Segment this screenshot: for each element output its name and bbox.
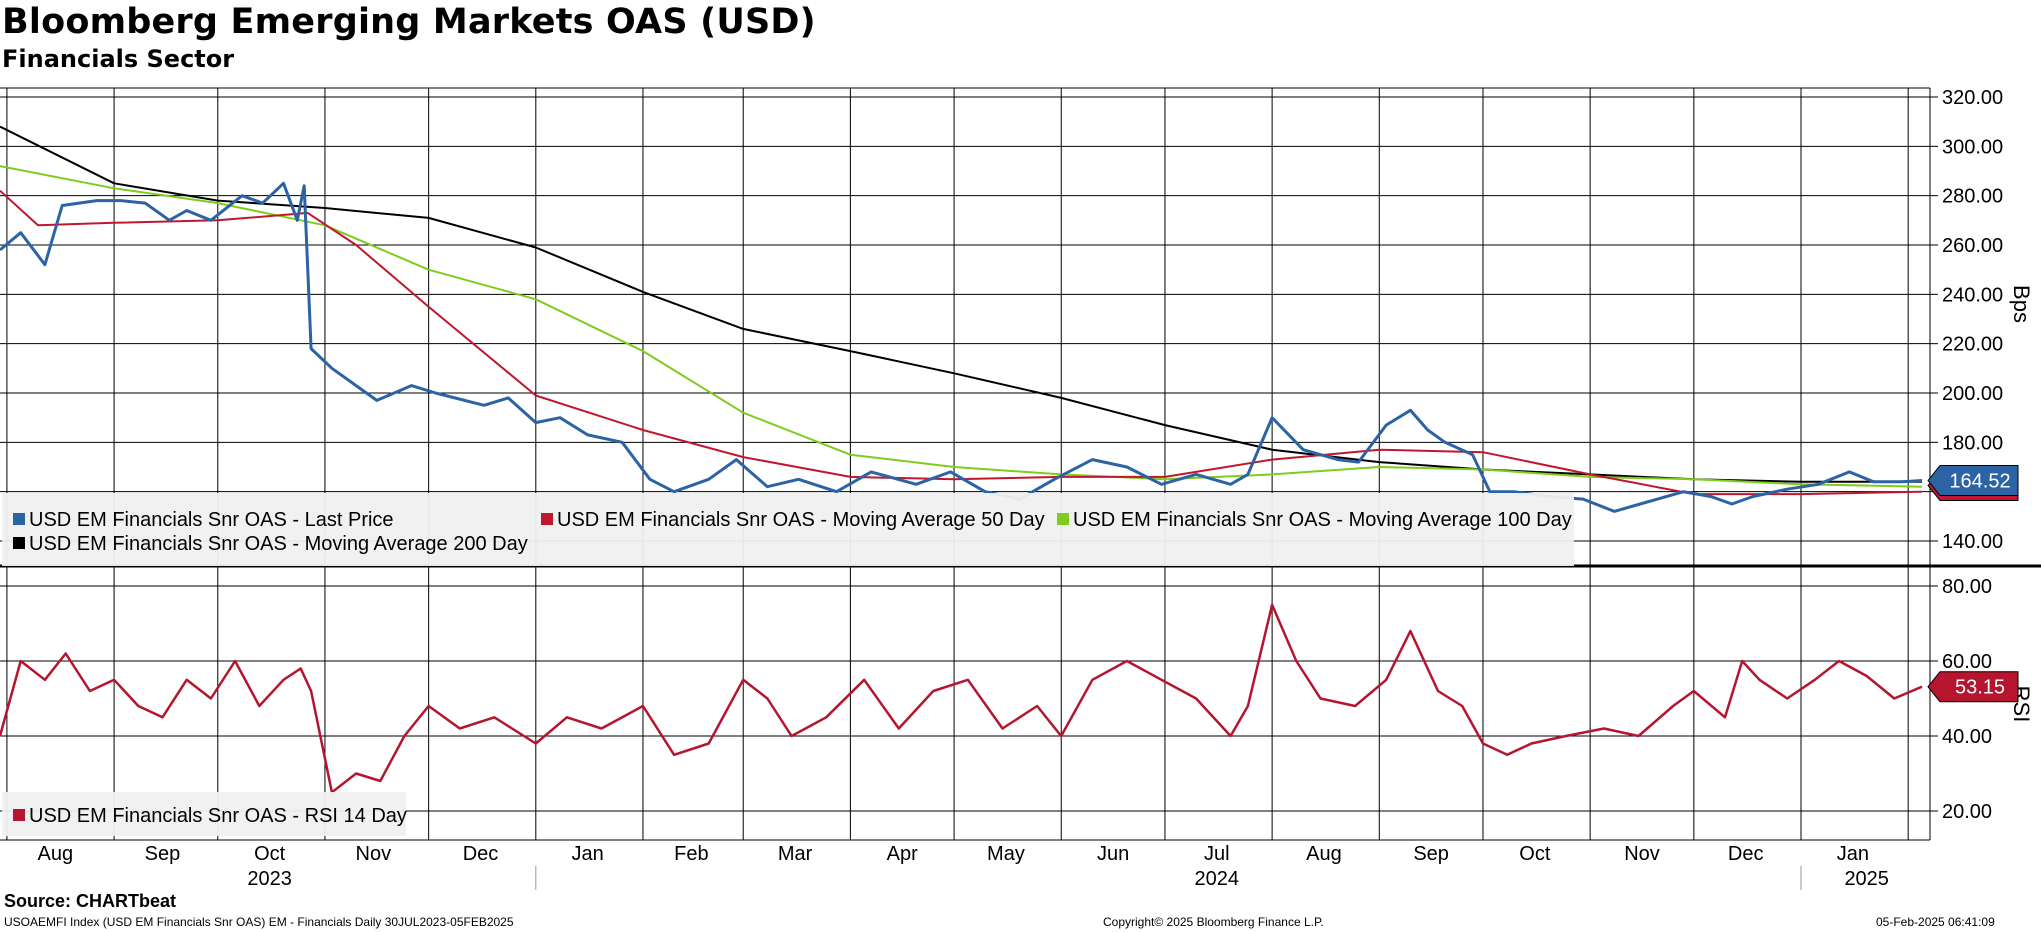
month-label: Jan [572, 843, 604, 865]
rsi-value-tag-text: 53.15 [1955, 677, 2005, 699]
year-label: 2025 [1844, 868, 1889, 890]
chart-title: Bloomberg Emerging Markets OAS (USD) [2, 2, 816, 42]
legend-swatch [541, 513, 553, 525]
grid [0, 87, 2041, 841]
month-label: Sep [1413, 843, 1449, 865]
rsi-tick-label: 40.00 [1942, 726, 1992, 748]
copyright-note: Copyright© 2025 Bloomberg Finance L.P. [1103, 915, 1324, 929]
month-label: Feb [674, 843, 708, 865]
y-axis-label: Bps [2009, 285, 2034, 323]
month-label: Jan [1837, 843, 1869, 865]
main-tick-label: 140.00 [1942, 531, 2003, 553]
main-tick-label: 240.00 [1942, 284, 2003, 306]
main-tick-label: 320.00 [1942, 87, 2003, 109]
main-tick-label: 200.00 [1942, 383, 2003, 405]
ma50-line [0, 189, 1923, 496]
last-price-line [0, 181, 1923, 513]
legend-label: USD EM Financials Snr OAS - RSI 14 Day [29, 805, 407, 827]
month-label: Jun [1097, 843, 1129, 865]
month-label: Sep [145, 843, 181, 865]
legend-swatch [13, 537, 25, 549]
rsi-layer [0, 603, 1923, 794]
main-tick-label: 220.00 [1942, 334, 2003, 356]
month-label: Oct [1519, 843, 1551, 865]
index-description: USOAEMFI Index (USD EM Financials Snr OA… [4, 915, 514, 929]
main-tick-label: 260.00 [1942, 235, 2003, 257]
legend-swatch [13, 809, 25, 821]
legend-swatch [13, 513, 25, 525]
legend-label: USD EM Financials Snr OAS - Moving Avera… [1073, 509, 1572, 531]
last-value-tag-text: 164.52 [1949, 471, 2010, 493]
rsi-line [0, 603, 1923, 794]
legend-label: USD EM Financials Snr OAS - Moving Avera… [29, 533, 528, 555]
month-label: Aug [38, 843, 74, 865]
main-tick-label: 280.00 [1942, 186, 2003, 208]
axis-layer: 320.00 300.00 280.00 260.00 240.00 220.00 200.… [38, 87, 2034, 890]
rsi-tick-label: 80.00 [1942, 576, 1992, 598]
legend-layer: USD EM Financials Snr OAS - Last Price US… [2, 493, 1574, 836]
month-label: Apr [887, 843, 918, 865]
series-layer [0, 125, 1923, 513]
ma200-line [0, 125, 1922, 483]
legend-label: USD EM Financials Snr OAS - Last Price [29, 509, 394, 531]
rsi-tick-label: 20.00 [1942, 801, 1992, 823]
last-value-tag-box [1927, 465, 2019, 497]
year-label: 2023 [247, 868, 292, 890]
legend-swatch [1057, 513, 1069, 525]
year-label: 2024 [1195, 868, 1240, 890]
month-label: Dec [1728, 843, 1764, 865]
timestamp: 05-Feb-2025 06:41:09 [1876, 915, 1995, 929]
main-tick-label: 180.00 [1942, 432, 2003, 454]
source-note: Source: CHARTbeat [4, 891, 177, 911]
rsi-tick-label: 60.00 [1942, 651, 1992, 673]
month-label: Nov [1624, 843, 1660, 865]
main-legend-box [2, 493, 1574, 566]
month-label: Aug [1306, 843, 1342, 865]
chart-subtitle: Financials Sector [2, 45, 235, 73]
month-label: Dec [463, 843, 499, 865]
main-tick-label: 300.00 [1942, 136, 2003, 158]
rsi-value-tag-box [1927, 671, 2019, 703]
legend-label: USD EM Financials Snr OAS - Moving Avera… [557, 509, 1045, 531]
month-label: May [987, 843, 1025, 865]
rsi-legend-box [2, 792, 406, 836]
month-label: Jul [1204, 843, 1230, 865]
month-label: Oct [254, 843, 286, 865]
month-label: Mar [778, 843, 813, 865]
month-label: Nov [356, 843, 392, 865]
